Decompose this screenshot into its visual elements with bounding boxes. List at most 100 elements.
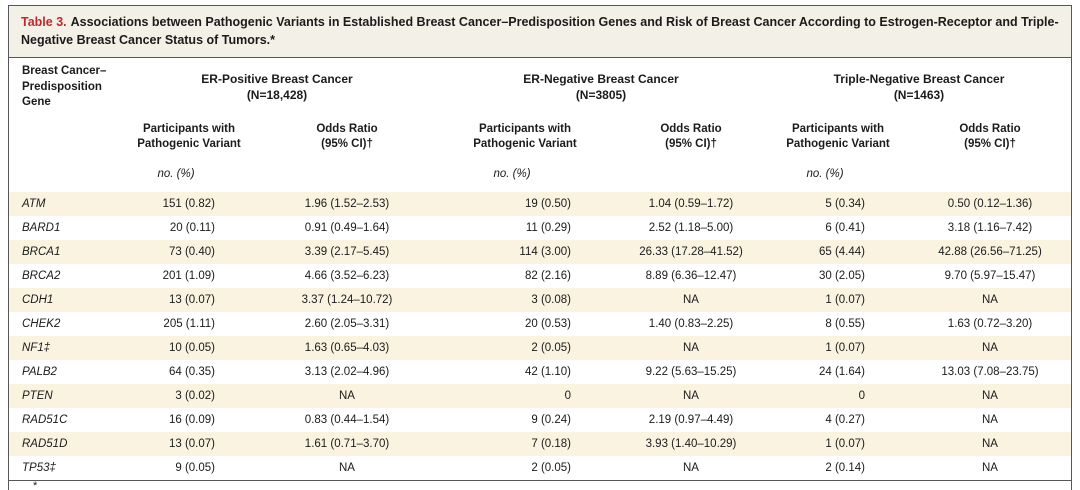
participants-cell: 13 (0.07) <box>168 294 215 307</box>
odds-ratio-cell: NA <box>982 294 998 307</box>
participants-cell: 205 (1.11) <box>163 318 215 331</box>
table-row: TP53‡ 9 (0.05) NA 2 (0.05) NA 2 (0.14) NA <box>9 456 1071 480</box>
participants-cell: 2 (0.14) <box>825 462 865 475</box>
table-row: NF1‡ 10 (0.05) 1.63 (0.65–4.03) 2 (0.05) NA 1… <box>9 336 1071 361</box>
participants-cell: 7 (0.18) <box>531 438 571 451</box>
table-row: CHEK2 205 (1.11) 2.60 (2.05–3.31) 20 (0.53)… <box>9 312 1071 336</box>
odds-ratio-cell: NA <box>683 462 699 475</box>
group-header-er-positive: ER-Positive Breast Cancer (N=18,428) <box>119 58 435 116</box>
odds-ratio-subheader: Odds Ratio (95% CI)† <box>316 123 378 151</box>
odds-ratio-cell: 8.89 (6.36–12.47) <box>645 270 737 283</box>
table-body: ATM 151 (0.82) 1.96 (1.52–2.53) 19 (0.50) 1.… <box>9 192 1071 480</box>
odds-ratio-cell: 3.39 (2.17–5.45) <box>304 246 390 259</box>
odds-ratio-cell: 1.61 (0.71–3.70) <box>304 438 390 451</box>
group-name: ER-Positive Breast Cancer <box>201 72 353 87</box>
participants-cell: 2 (0.05) <box>531 342 571 355</box>
odds-ratio-cell: NA <box>982 414 998 427</box>
gene-cell: RAD51C <box>22 414 68 427</box>
odds-ratio-subheader: Odds Ratio (95% CI)† <box>660 123 722 151</box>
participants-cell: 151 (0.82) <box>162 198 215 211</box>
table-row: ATM 151 (0.82) 1.96 (1.52–2.53) 19 (0.50) 1.… <box>9 192 1071 217</box>
odds-ratio-cell: 2.60 (2.05–3.31) <box>304 318 390 331</box>
participants-cell: 20 (0.11) <box>169 222 215 235</box>
participants-subheader: Participants with Pathogenic Variant <box>786 123 890 151</box>
odds-ratio-cell: 1.96 (1.52–2.53) <box>304 198 390 211</box>
odds-ratio-cell: 0.50 (0.12–1.36) <box>947 198 1033 211</box>
gene-cell: PTEN <box>22 390 53 403</box>
participants-cell: 6 (0.41) <box>825 222 865 235</box>
table-row: RAD51C 16 (0.09) 0.83 (0.44–1.54) 9 (0.24) 2… <box>9 408 1071 432</box>
participants-cell: 16 (0.09) <box>168 414 215 427</box>
table-row: PALB2 64 (0.35) 3.13 (2.02–4.96) 42 (1.10) 9… <box>9 360 1071 384</box>
participants-cell: 201 (1.09) <box>162 270 215 283</box>
table-title-label: Table 3. <box>21 15 67 29</box>
table-row: BARD1 20 (0.11) 0.91 (0.49–1.64) 11 (0.29) 2… <box>9 216 1071 240</box>
participants-cell: 24 (1.64) <box>818 366 865 379</box>
unit-row: no. (%) no. (%) no. (%) <box>9 162 1071 192</box>
odds-ratio-cell: 4.66 (3.52–6.23) <box>304 270 390 283</box>
odds-ratio-cell: NA <box>982 390 998 403</box>
gene-cell: ATM <box>22 198 46 211</box>
odds-ratio-cell: 42.88 (26.56–71.25) <box>938 246 1042 259</box>
odds-ratio-cell: 13.03 (7.08–23.75) <box>941 366 1039 379</box>
gene-cell: BARD1 <box>22 222 61 235</box>
odds-ratio-cell: NA <box>982 438 998 451</box>
participants-cell: 73 (0.40) <box>168 246 215 259</box>
participants-cell: 2 (0.05) <box>531 462 571 475</box>
table-row: CDH1 13 (0.07) 3.37 (1.24–10.72) 3 (0.08) NA… <box>9 288 1071 313</box>
footnote-partial: * <box>33 481 38 490</box>
participants-cell: 42 (1.10) <box>524 366 571 379</box>
table-title-text: Associations between Pathogenic Variants… <box>21 15 1059 48</box>
odds-ratio-cell: 1.40 (0.83–2.25) <box>648 318 734 331</box>
participants-cell: 64 (0.35) <box>168 366 215 379</box>
odds-ratio-cell: 0.91 (0.49–1.64) <box>304 222 390 235</box>
odds-ratio-subheader: Odds Ratio (95% CI)† <box>959 123 1021 151</box>
gene-cell: PALB2 <box>22 366 57 379</box>
group-header-er-negative: ER-Negative Breast Cancer (N=3805) <box>435 58 767 116</box>
odds-ratio-cell: 2.52 (1.18–5.00) <box>648 222 734 235</box>
gene-cell: CHEK2 <box>22 318 61 331</box>
table-bottom-rule <box>9 480 1071 482</box>
participants-subheader: Participants with Pathogenic Variant <box>137 123 241 151</box>
gene-cell: BRCA1 <box>22 246 61 259</box>
participants-cell: 1 (0.07) <box>825 438 865 451</box>
participants-cell: 9 (0.24) <box>531 414 571 427</box>
odds-ratio-cell: 26.33 (17.28–41.52) <box>639 246 743 259</box>
subheader-row: Participants with Pathogenic Variant Odd… <box>9 116 1071 162</box>
table3-figure: Table 3. Associations between Pathogenic … <box>8 5 1072 490</box>
participants-cell: 82 (2.16) <box>524 270 571 283</box>
odds-ratio-cell: NA <box>339 462 355 475</box>
group-header-row: Breast Cancer– Predisposition Gene ER-Po… <box>9 58 1071 116</box>
group-n: (N=3805) <box>575 88 627 103</box>
odds-ratio-cell: 3.37 (1.24–10.72) <box>301 294 393 307</box>
group-name: ER-Negative Breast Cancer <box>523 72 679 87</box>
odds-ratio-cell: 3.13 (2.02–4.96) <box>304 366 390 379</box>
participants-cell: 8 (0.55) <box>825 318 865 331</box>
group-n: (N=18,428) <box>246 88 308 103</box>
odds-ratio-cell: 1.63 (0.65–4.03) <box>304 342 390 355</box>
odds-ratio-cell: NA <box>683 342 699 355</box>
table-row: PTEN 3 (0.02) NA 0 NA 0 NA <box>9 384 1071 409</box>
odds-ratio-cell: 1.63 (0.72–3.20) <box>947 318 1033 331</box>
participants-cell: 65 (4.44) <box>818 246 865 259</box>
participants-cell: 10 (0.05) <box>168 342 215 355</box>
odds-ratio-cell: 2.19 (0.97–4.49) <box>648 414 734 427</box>
participants-cell: 114 (3.00) <box>519 246 571 259</box>
participants-cell: 4 (0.27) <box>825 414 865 427</box>
gene-cell: NF1‡ <box>22 342 51 355</box>
unit-label: no. (%) <box>806 168 844 181</box>
participants-cell: 9 (0.05) <box>175 462 215 475</box>
gene-cell: TP53‡ <box>22 462 56 475</box>
table-row: RAD51D 13 (0.07) 1.61 (0.71–3.70) 7 (0.18) 3… <box>9 432 1071 457</box>
participants-cell: 3 (0.08) <box>531 294 571 307</box>
participants-subheader: Participants with Pathogenic Variant <box>473 123 577 151</box>
odds-ratio-cell: NA <box>982 342 998 355</box>
participants-cell: 5 (0.34) <box>825 198 865 211</box>
odds-ratio-cell: 0.83 (0.44–1.54) <box>304 414 390 427</box>
participants-cell: 1 (0.07) <box>825 294 865 307</box>
group-header-triple-negative: Triple-Negative Breast Cancer (N=1463) <box>767 58 1071 116</box>
odds-ratio-cell: 9.22 (5.63–15.25) <box>645 366 737 379</box>
participants-cell: 20 (0.53) <box>524 318 571 331</box>
gene-cell: BRCA2 <box>22 270 61 283</box>
participants-cell: 19 (0.50) <box>524 198 571 211</box>
